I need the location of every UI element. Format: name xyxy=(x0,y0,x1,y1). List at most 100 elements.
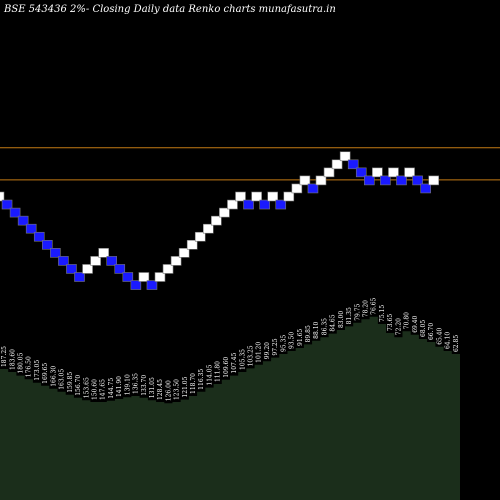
price-label: 103.25 xyxy=(248,345,255,366)
price-label: 133.70 xyxy=(141,375,148,396)
price-label: 123.50 xyxy=(174,379,181,400)
price-label: 111.80 xyxy=(215,361,222,382)
brick-up xyxy=(170,256,182,266)
price-label: 166.30 xyxy=(50,366,57,387)
brick-up xyxy=(339,151,351,162)
brick-down xyxy=(355,167,367,178)
price-label: 69.40 xyxy=(412,315,419,332)
brick-down xyxy=(25,223,37,234)
brick-up xyxy=(219,207,230,218)
brick-down xyxy=(130,280,142,290)
price-label: 79.75 xyxy=(354,303,361,320)
price-label: 159.85 xyxy=(67,372,74,393)
brick-down xyxy=(420,183,431,194)
brick-up xyxy=(372,167,383,178)
brick-down xyxy=(347,159,359,170)
price-label: 156.70 xyxy=(75,375,82,396)
price-label: 68.05 xyxy=(420,320,427,337)
price-label: 153.65 xyxy=(83,377,90,398)
brick-down xyxy=(363,175,375,186)
brick-down xyxy=(275,199,287,210)
brick-up xyxy=(404,167,415,178)
renko-bricks xyxy=(0,151,440,290)
brick-up xyxy=(178,248,190,258)
brick-down xyxy=(380,175,391,186)
price-label: 183.60 xyxy=(9,349,16,370)
brick-up xyxy=(267,191,279,202)
brick-up xyxy=(251,191,262,202)
brick-up xyxy=(291,183,303,194)
brick-up xyxy=(235,191,246,202)
price-label: 83.00 xyxy=(338,311,345,328)
price-label: 139.10 xyxy=(124,374,131,395)
brick-up xyxy=(331,159,343,170)
brick-down xyxy=(243,199,254,210)
price-label: 105.35 xyxy=(239,349,246,370)
brick-up xyxy=(227,199,238,210)
brick-down xyxy=(1,199,13,210)
price-label: 66.70 xyxy=(428,323,435,340)
brick-up xyxy=(138,272,150,282)
price-label: 126.00 xyxy=(165,380,172,401)
brick-down xyxy=(33,231,45,242)
price-label: 65.40 xyxy=(437,327,444,344)
price-label: 78.20 xyxy=(363,300,370,317)
price-label: 86.35 xyxy=(322,318,329,335)
brick-up xyxy=(283,191,295,202)
price-label: 128.45 xyxy=(157,379,164,400)
brick-up xyxy=(323,167,335,178)
price-label: 114.05 xyxy=(207,364,214,385)
price-label: 89.85 xyxy=(305,325,312,342)
price-label: 147.65 xyxy=(100,379,107,400)
brick-up xyxy=(428,175,440,186)
brick-up xyxy=(186,240,198,250)
price-label: 72.20 xyxy=(395,318,402,335)
price-label: 91.65 xyxy=(297,329,304,346)
brick-down xyxy=(122,272,134,282)
volume-area xyxy=(0,316,460,500)
price-label: 97.25 xyxy=(272,338,279,355)
brick-up xyxy=(98,248,109,258)
price-label: 81.35 xyxy=(346,307,353,324)
price-label: 62.85 xyxy=(453,335,460,352)
brick-up xyxy=(388,167,399,178)
price-label: 180.05 xyxy=(18,352,25,373)
brick-up xyxy=(315,175,327,186)
chart-title: BSE 543436 2%- Closing Daily data Renko … xyxy=(3,4,336,15)
price-label: 107.45 xyxy=(231,352,238,373)
price-label: 121.05 xyxy=(182,376,189,397)
brick-up xyxy=(162,264,174,274)
brick-up xyxy=(90,256,101,266)
brick-up xyxy=(299,175,311,186)
price-label: 136.35 xyxy=(133,373,140,394)
brick-down xyxy=(106,256,117,266)
price-label: 64.10 xyxy=(445,332,452,349)
brick-down xyxy=(412,175,423,186)
price-label: 141.90 xyxy=(116,376,123,397)
brick-up xyxy=(194,231,206,242)
price-label: 187.25 xyxy=(1,346,8,367)
price-label: 73.65 xyxy=(387,314,394,331)
price-label: 84.65 xyxy=(330,314,337,331)
brick-down xyxy=(41,240,53,250)
price-label: 131.05 xyxy=(149,377,156,398)
brick-down xyxy=(17,215,29,226)
price-label: 109.60 xyxy=(223,357,230,378)
brick-down xyxy=(259,199,270,210)
brick-down xyxy=(114,264,126,274)
brick-down xyxy=(146,280,158,290)
brick-down xyxy=(58,256,69,266)
brick-down xyxy=(50,248,61,258)
price-label: 93.50 xyxy=(289,332,296,349)
price-label: 176.50 xyxy=(26,356,33,377)
brick-up xyxy=(211,215,222,226)
brick-up xyxy=(82,264,93,274)
brick-down xyxy=(396,175,407,186)
price-label: 99.20 xyxy=(264,342,271,359)
price-label: 150.60 xyxy=(92,379,99,400)
price-label: 95.35 xyxy=(280,335,287,352)
price-label: 169.65 xyxy=(42,363,49,384)
price-label: 163.05 xyxy=(59,369,66,390)
price-label: 116.35 xyxy=(198,369,205,390)
brick-up xyxy=(154,272,166,282)
